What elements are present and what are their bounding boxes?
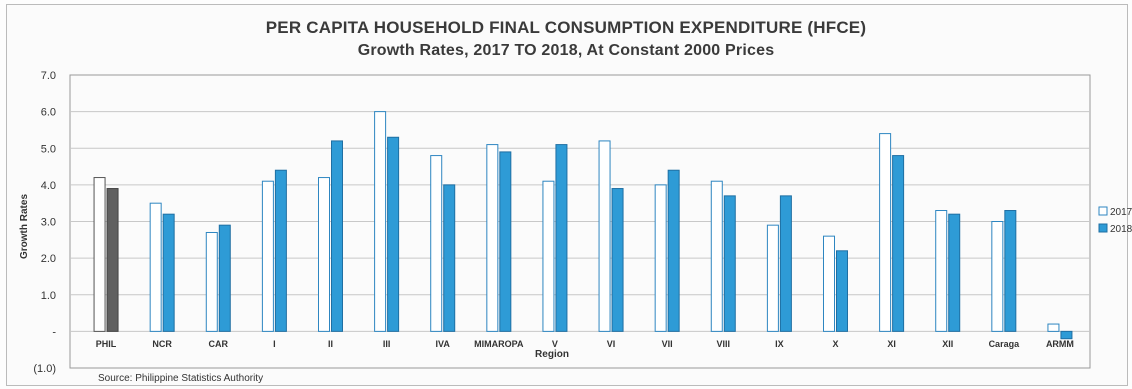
x-tick-label: VIII xyxy=(717,339,731,349)
x-tick-label: XI xyxy=(887,339,896,349)
bar-2017-V xyxy=(542,180,555,332)
legend-label-2018: 2018 xyxy=(1110,224,1132,235)
x-tick-label: Caraga xyxy=(989,339,1021,349)
x-tick-label: PHIL xyxy=(96,339,117,349)
bar-2017-MIMAROPA xyxy=(486,144,499,332)
x-tick-label: IX xyxy=(775,339,784,349)
x-tick-label: V xyxy=(552,339,558,349)
x-tick-label: ARMM xyxy=(1046,339,1074,349)
y-tick-label: (1.0) xyxy=(33,363,56,375)
x-tick-label: III xyxy=(383,339,391,349)
bar-2018-NCR xyxy=(162,213,175,332)
bar-2018-IX xyxy=(779,195,792,332)
y-tick-label: 4.0 xyxy=(41,180,56,192)
legend-label-2017: 2017 xyxy=(1110,207,1132,218)
y-tick-label: - xyxy=(52,326,56,338)
bar-2018-XI xyxy=(892,155,905,332)
bar-2017-X xyxy=(823,235,835,332)
bar-2018-VII xyxy=(667,169,680,332)
x-axis-label: Region xyxy=(535,349,569,360)
bar-2018-V xyxy=(555,144,568,332)
x-tick-label: IVA xyxy=(436,339,451,349)
bar-2018-XII xyxy=(948,213,961,332)
bar-2018-ARMM xyxy=(1060,330,1073,340)
x-tick-label: NCR xyxy=(152,339,172,349)
chart-subtitle: Growth Rates, 2017 TO 2018, At Constant … xyxy=(357,42,775,59)
x-tick-label: II xyxy=(328,339,333,349)
y-tick-label: 3.0 xyxy=(41,217,56,229)
bar-2018-CAR xyxy=(218,224,231,332)
bar-2018-Caraga xyxy=(1004,210,1017,332)
bar-2018-MIMAROPA xyxy=(499,151,512,332)
x-tick-label: CAR xyxy=(209,339,229,349)
bar-2018-III xyxy=(387,136,400,332)
chart-title: PER CAPITA HOUSEHOLD FINAL CONSUMPTION E… xyxy=(265,18,867,37)
bar-2017-Caraga xyxy=(991,221,1004,332)
y-tick-label: 6.0 xyxy=(41,107,56,119)
source-note: Source: Philippine Statistics Authority xyxy=(98,373,264,384)
y-tick-label: 5.0 xyxy=(41,143,56,155)
bar-2017-NCR xyxy=(149,202,162,332)
bar-2017-III xyxy=(374,111,387,332)
x-tick-label: XII xyxy=(942,339,953,349)
bar-2017-II xyxy=(318,177,330,332)
bar-2017-CAR xyxy=(205,231,218,332)
y-axis-label: Growth Rates xyxy=(19,194,30,259)
x-tick-label: I xyxy=(273,339,276,349)
bar-2018-X xyxy=(836,250,848,332)
x-tick-label: VI xyxy=(607,339,616,349)
bar-2018-IVA xyxy=(443,184,456,332)
legend-swatch-2017 xyxy=(1098,206,1108,216)
bar-2018-I xyxy=(274,169,287,332)
bar-2017-VI xyxy=(598,140,611,332)
x-tick-label: VII xyxy=(662,339,673,349)
bar-2018-VIII xyxy=(723,195,736,332)
bar-2017-ARMM xyxy=(1047,323,1060,332)
x-tick-label: MIMAROPA xyxy=(474,339,524,349)
y-tick-label: 7.0 xyxy=(41,70,56,82)
bar-2017-VII xyxy=(654,184,667,332)
bar-2017-I xyxy=(261,180,274,332)
bar-2017-XII xyxy=(935,210,948,332)
bar-2017-VIII xyxy=(710,180,723,332)
bar-2017-XI xyxy=(879,133,892,332)
bar-2018-II xyxy=(331,140,343,332)
y-tick-label: 2.0 xyxy=(41,253,56,265)
bar-2018-VI xyxy=(611,188,624,332)
bar-2017-IVA xyxy=(430,155,443,332)
bar-2017-IX xyxy=(766,224,779,332)
legend-swatch-2018 xyxy=(1098,223,1108,233)
x-tick-label: X xyxy=(832,339,838,349)
y-tick-label: 1.0 xyxy=(41,290,56,302)
bar-2017-PHIL xyxy=(93,177,106,332)
bar-2018-PHIL xyxy=(106,188,119,332)
